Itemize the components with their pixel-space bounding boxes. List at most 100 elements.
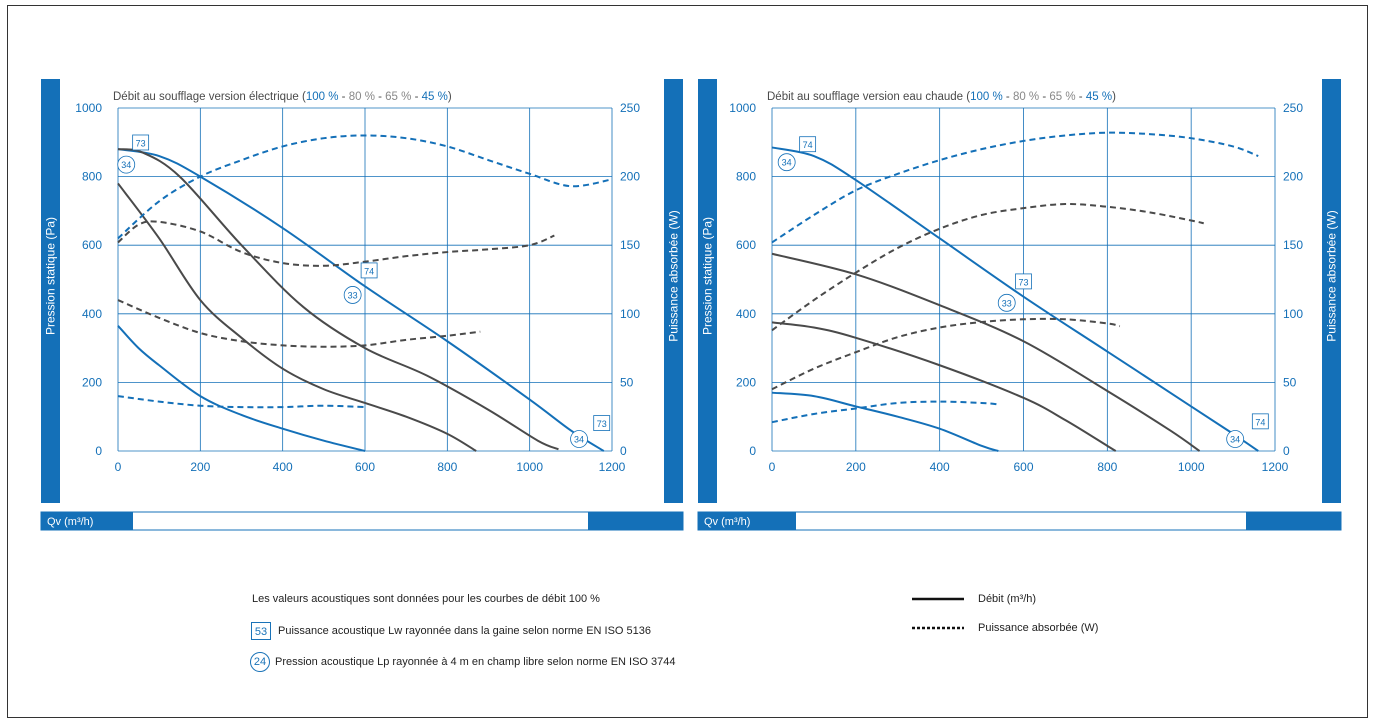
acoustic-note-text: Les valeurs acoustiques sont données pou… [252, 593, 600, 605]
series-line-8 [117, 395, 366, 409]
y2-tick-label: 200 [620, 170, 640, 184]
series-line-2 [117, 148, 559, 451]
y-tick-label: 800 [736, 170, 756, 184]
lp-circle-badge: 24 [250, 652, 270, 672]
x-tick-label: 1000 [1178, 460, 1205, 474]
series-line-8 [771, 400, 999, 424]
x-tick-label: 0 [115, 460, 122, 474]
legend-lp-text: Pression acoustique Lp rayonnée à 4 m en… [275, 656, 676, 668]
x-tick-label: 600 [355, 460, 375, 474]
y-tick-label: 200 [82, 375, 102, 389]
marker-label: 74 [803, 140, 813, 150]
dashed-line-icon [912, 626, 964, 630]
lw-marker [593, 415, 611, 431]
lw-square-badge: 53 [251, 622, 271, 640]
x-tick-label: 400 [273, 460, 293, 474]
marker-label: 34 [1230, 434, 1240, 444]
x-axis-label: Qv (m³/h) [704, 516, 750, 528]
y-axis-label: Pression statique (Pa) [44, 217, 58, 335]
lp-marker [1226, 430, 1245, 448]
series-line-4 [117, 325, 366, 452]
lw-marker [132, 134, 150, 151]
marker-label: 74 [364, 266, 374, 276]
y-tick-label: 400 [82, 307, 102, 321]
chart-2: Pression statique (Pa) Puissance absorbée… [697, 79, 1342, 531]
y-tick-label: 1000 [729, 101, 756, 115]
marker-label: 73 [597, 419, 607, 429]
x-tick-label: 200 [190, 460, 210, 474]
lp-marker [777, 153, 796, 172]
x-tick-label: 400 [930, 460, 950, 474]
series-line-1 [771, 146, 1259, 452]
x-axis-label-box [41, 512, 133, 530]
series-line-7 [117, 299, 481, 348]
y2-tick-label: 100 [620, 307, 640, 321]
y2-tick-label: 0 [1283, 444, 1290, 458]
lp-marker [997, 293, 1016, 312]
marker-label: 34 [782, 158, 792, 168]
x-tick-label: 1200 [599, 460, 626, 474]
marker-label: 74 [1255, 417, 1265, 427]
series-line-2 [771, 252, 1201, 452]
chart-title: Débit au soufflage version eau chaude (1… [767, 91, 1116, 103]
series-line-4 [771, 391, 999, 452]
y-tick-label: 0 [95, 444, 102, 458]
chart-title: Débit au soufflage version électrique (1… [113, 91, 452, 103]
series-line-6 [117, 220, 555, 267]
left-axis-bar [41, 79, 60, 503]
left-axis-bar [698, 79, 717, 503]
y2-tick-label: 250 [620, 101, 640, 115]
legend-lp: 24 Pression acoustique Lp rayonnée à 4 m… [250, 652, 676, 672]
chart-1: Pression statique (Pa) Puissance absorbée… [40, 79, 684, 531]
lw-marker [1015, 273, 1032, 290]
x-tick-label: 1200 [1262, 460, 1289, 474]
solid-line-icon [912, 597, 964, 601]
y-tick-label: 400 [736, 307, 756, 321]
legend-lw-text: Puissance acoustique Lw rayonnée dans la… [278, 625, 652, 637]
lp-marker [343, 286, 362, 304]
series-line-3 [117, 182, 477, 452]
right-axis-bar [664, 79, 683, 503]
x-tick-label: 200 [846, 460, 866, 474]
lw-marker [360, 262, 378, 279]
marker-label: 33 [348, 290, 358, 300]
marker-label: 73 [1018, 277, 1028, 287]
y-tick-label: 0 [749, 444, 756, 458]
y-tick-label: 800 [82, 170, 102, 184]
x-tick-label: 600 [1013, 460, 1033, 474]
y-axis-label: Pression statique (Pa) [701, 217, 715, 335]
y-tick-label: 1000 [75, 101, 102, 115]
x-tick-label: 1000 [516, 460, 543, 474]
series-line-7 [771, 317, 1121, 391]
right-axis-bar [1322, 79, 1341, 503]
acoustic-note: Les valeurs acoustiques sont données pou… [252, 593, 600, 605]
y2-tick-label: 0 [620, 444, 627, 458]
series-line-6 [771, 203, 1204, 332]
lp-marker [570, 430, 588, 448]
y2-tick-label: 250 [1283, 101, 1303, 115]
y2-tick-label: 50 [1283, 375, 1297, 389]
y2-tick-label: 50 [620, 375, 634, 389]
y-tick-label: 600 [82, 238, 102, 252]
y2-tick-label: 200 [1283, 170, 1303, 184]
series-line-3 [771, 321, 1117, 452]
y2-tick-label: 150 [620, 238, 640, 252]
series-line-1 [117, 148, 605, 452]
x-axis-label: Qv (m³/h) [47, 516, 93, 528]
legend-solid: Débit (m³/h) [912, 593, 1036, 605]
x-axis-end-box [1246, 512, 1341, 530]
legend-dashed-label: Puissance absorbée (W) [978, 622, 1099, 634]
x-axis-label-box [698, 512, 796, 530]
x-axis-end-box [588, 512, 683, 530]
x-tick-label: 0 [769, 460, 776, 474]
x-axis-bar [40, 511, 684, 531]
y-tick-label: 600 [736, 238, 756, 252]
x-tick-label: 800 [1097, 460, 1117, 474]
marker-label: 33 [1002, 298, 1012, 308]
marker-label: 34 [121, 160, 131, 170]
y-tick-label: 200 [736, 375, 756, 389]
y2-axis-label: Puissance absorbée (W) [667, 210, 681, 341]
legend-dashed: Puissance absorbée (W) [912, 622, 1098, 634]
figure-frame [7, 5, 1368, 718]
